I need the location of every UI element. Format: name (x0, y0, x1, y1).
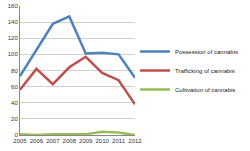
svg-text:60: 60 (11, 84, 18, 90)
svg-text:40: 40 (11, 100, 18, 106)
svg-text:2012: 2012 (128, 138, 142, 144)
svg-text:20: 20 (11, 116, 18, 122)
svg-text:120: 120 (8, 35, 19, 41)
svg-text:Cultivation of cannabis: Cultivation of cannabis (175, 87, 235, 93)
svg-text:2007: 2007 (46, 138, 60, 144)
svg-text:0: 0 (14, 132, 18, 138)
svg-text:2006: 2006 (30, 138, 44, 144)
svg-text:Trafficking of cannabis: Trafficking of cannabis (175, 68, 235, 74)
svg-text:80: 80 (11, 68, 18, 74)
svg-text:2005: 2005 (13, 138, 27, 144)
svg-text:2008: 2008 (63, 138, 77, 144)
svg-text:2010: 2010 (95, 138, 109, 144)
svg-text:100: 100 (8, 51, 19, 57)
svg-text:2011: 2011 (112, 138, 126, 144)
svg-text:140: 140 (8, 19, 19, 25)
svg-text:2009: 2009 (79, 138, 93, 144)
svg-text:160: 160 (8, 3, 19, 9)
svg-text:Possession of cannabis: Possession of cannabis (175, 49, 238, 55)
